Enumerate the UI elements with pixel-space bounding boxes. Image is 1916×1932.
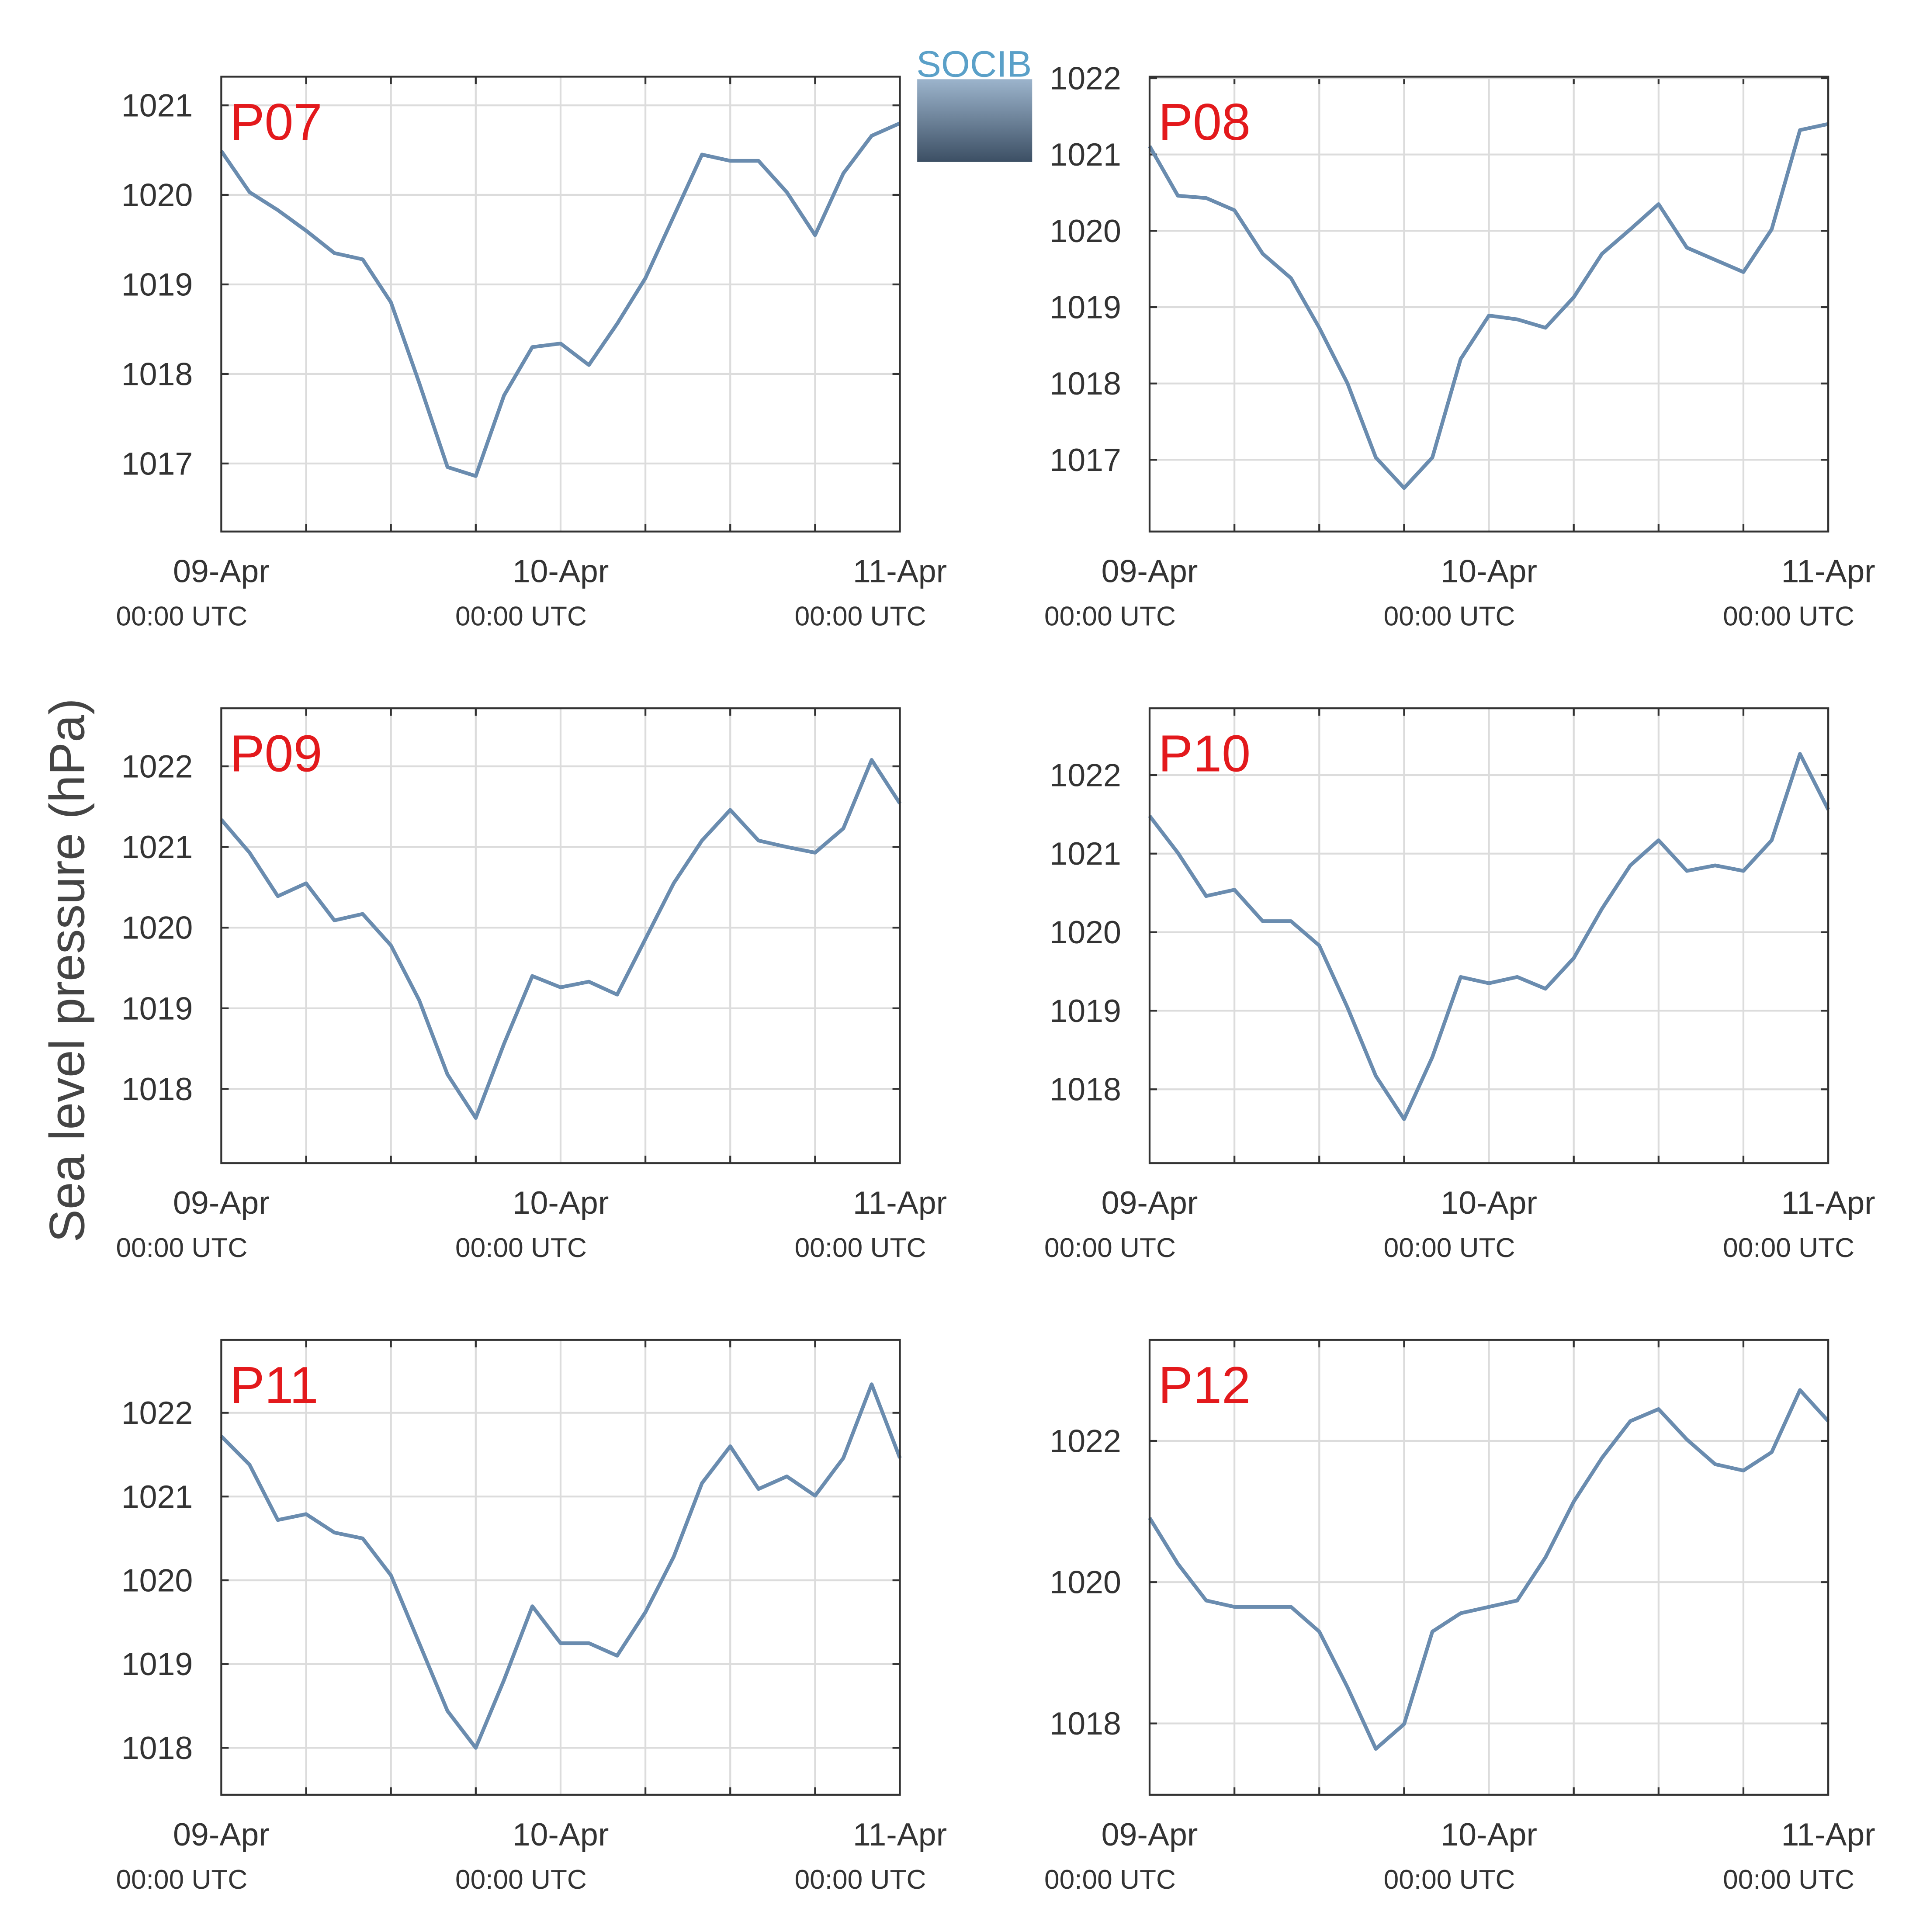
y-tick-label: 1021 (121, 829, 193, 865)
x-tick-label: 11-Apr (1781, 1184, 1875, 1221)
x-tick-sublabel: 00:00 UTC (455, 602, 587, 632)
logo-text: SOCIB (916, 43, 1032, 85)
data-line (219, 121, 901, 478)
logo: SOCIB (916, 43, 1032, 162)
y-tick-label: 1020 (121, 177, 193, 213)
logo-band (917, 49, 1032, 80)
y-tick-label: 1017 (1050, 442, 1121, 478)
x-tick-sublabel: 00:00 UTC (1384, 1233, 1515, 1263)
logo-box (917, 79, 1032, 162)
x-tick-sublabel: 00:00 UTC (455, 1233, 587, 1263)
y-tick-label: 1018 (1050, 1705, 1121, 1742)
y-tick-label: 1022 (1050, 60, 1121, 96)
x-tick-label: 09-Apr (1102, 553, 1198, 589)
axes-frame (1148, 1339, 1829, 1796)
axes-frame (220, 1339, 901, 1796)
x-tick-label: 10-Apr (1441, 1816, 1537, 1852)
x-tick-sublabel: 00:00 UTC (116, 1865, 247, 1895)
x-tick-label: 09-Apr (173, 1184, 270, 1221)
x-tick-sublabel: 00:00 UTC (795, 1865, 926, 1895)
panel-title: P09 (230, 724, 322, 782)
x-tick-sublabel: 00:00 UTC (1723, 602, 1854, 632)
x-tick-sublabel: 00:00 UTC (1044, 1865, 1176, 1895)
panel: 09-Apr 00:00 UTC 10-Apr 00:00 UTC 11-Apr 00:0… (116, 1339, 947, 1895)
x-tick-label: 11-Apr (1781, 1816, 1875, 1852)
y-tick-label: 1018 (121, 356, 193, 392)
y-tick-label: 1021 (121, 1478, 193, 1515)
x-tick-label: 10-Apr (513, 1184, 609, 1221)
data-line (1148, 752, 1830, 1121)
panel: 09-Apr 00:00 UTC 10-Apr 00:00 UTC 11-Apr 00:0… (1044, 707, 1875, 1263)
y-tick-label: 1020 (1050, 914, 1121, 950)
data-line (1148, 122, 1829, 490)
y-tick-label: 1019 (121, 1646, 193, 1682)
x-tick-sublabel: 00:00 UTC (1044, 1233, 1176, 1263)
x-tick-label: 11-Apr (853, 1816, 947, 1852)
x-tick-label: 10-Apr (513, 553, 609, 589)
panel: 09-Apr 00:00 UTC 10-Apr 00:00 UTC 11-Apr 00:0… (116, 76, 947, 632)
y-tick-label: 1020 (1050, 213, 1121, 249)
y-tick-label: 1022 (1050, 1423, 1121, 1459)
y-tick-label: 1021 (121, 87, 193, 124)
data-line (1148, 1388, 1830, 1751)
panel-title: P10 (1158, 724, 1251, 782)
x-tick-label: 09-Apr (1102, 1184, 1198, 1221)
y-tick-label: 1018 (121, 1071, 193, 1107)
y-tick-label: 1020 (121, 910, 193, 946)
y-tick-label: 1022 (121, 1395, 193, 1431)
panel: 09-Apr 00:00 UTC 10-Apr 00:00 UTC 11-Apr 00:0… (1044, 1339, 1875, 1895)
y-tick-label: 1019 (1050, 993, 1121, 1029)
x-tick-label: 09-Apr (173, 1816, 270, 1852)
x-tick-sublabel: 00:00 UTC (1384, 1865, 1515, 1895)
x-tick-sublabel: 00:00 UTC (795, 602, 926, 632)
y-tick-label: 1020 (121, 1562, 193, 1599)
y-tick-label: 1022 (121, 748, 193, 785)
x-tick-label: 09-Apr (173, 553, 270, 589)
axes-frame (220, 76, 901, 533)
y-tick-label: 1019 (121, 266, 193, 302)
y-tick-label: 1018 (121, 1730, 193, 1766)
x-tick-sublabel: 00:00 UTC (1723, 1865, 1854, 1895)
x-tick-label: 10-Apr (513, 1816, 609, 1852)
axes-frame (220, 707, 901, 1164)
panel: 09-Apr 00:00 UTC 10-Apr 00:00 UTC 11-Apr 00:0… (116, 707, 947, 1263)
data-line (220, 1382, 902, 1750)
x-tick-sublabel: 00:00 UTC (1723, 1233, 1854, 1263)
axes-frame (1148, 76, 1829, 533)
panel: 09-Apr 00:00 UTC 10-Apr 00:00 UTC 11-Apr 00:0… (1044, 60, 1875, 631)
x-tick-label: 11-Apr (853, 1184, 947, 1221)
x-tick-sublabel: 00:00 UTC (795, 1233, 926, 1263)
panel-title: P08 (1158, 93, 1251, 151)
x-tick-label: 11-Apr (853, 553, 947, 589)
y-tick-label: 1019 (1050, 289, 1121, 325)
x-tick-label: 11-Apr (1781, 553, 1875, 589)
axes-frame (1148, 707, 1829, 1164)
panel-title: P11 (230, 1356, 319, 1414)
x-tick-label: 10-Apr (1441, 1184, 1537, 1221)
y-axis-label: Sea level pressure (hPa) (39, 698, 94, 1242)
y-tick-label: 1022 (1050, 757, 1121, 793)
x-tick-sublabel: 00:00 UTC (116, 602, 247, 632)
x-tick-sublabel: 00:00 UTC (455, 1865, 587, 1895)
y-tick-label: 1021 (1050, 835, 1121, 872)
x-tick-label: 09-Apr (1102, 1816, 1198, 1852)
y-tick-label: 1019 (121, 990, 193, 1026)
data-line (220, 758, 902, 1120)
panel-title: P12 (1158, 1356, 1251, 1414)
y-tick-label: 1021 (1050, 136, 1121, 173)
y-tick-label: 1020 (1050, 1564, 1121, 1600)
y-tick-label: 1017 (121, 445, 193, 481)
y-tick-label: 1018 (1050, 1071, 1121, 1108)
panel-title: P07 (230, 93, 322, 151)
x-tick-label: 10-Apr (1441, 553, 1537, 589)
x-tick-sublabel: 00:00 UTC (1044, 602, 1176, 632)
x-tick-sublabel: 00:00 UTC (116, 1233, 247, 1263)
y-tick-label: 1018 (1050, 365, 1121, 402)
x-tick-sublabel: 00:00 UTC (1384, 602, 1515, 632)
